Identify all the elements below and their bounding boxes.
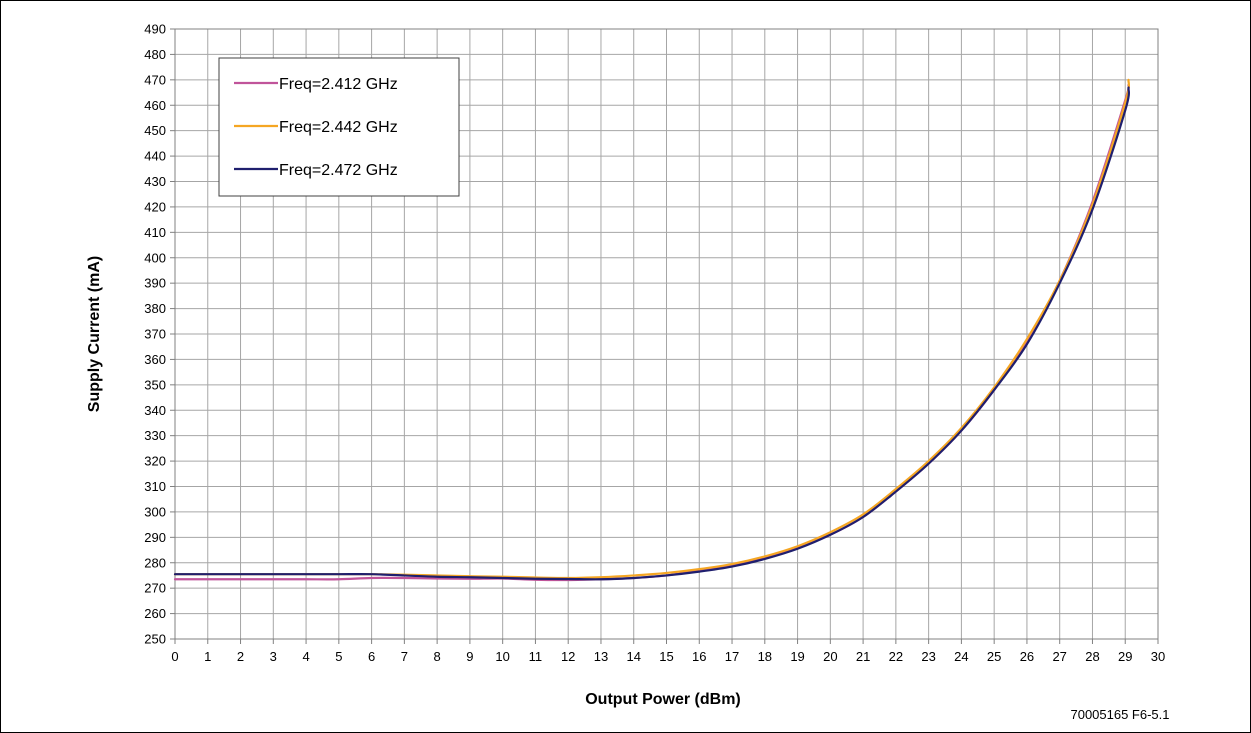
x-tick-label: 20: [823, 649, 837, 664]
y-tick-label: 410: [144, 225, 166, 240]
x-tick-label: 14: [626, 649, 640, 664]
y-tick-label: 280: [144, 555, 166, 570]
x-tick-label: 12: [561, 649, 575, 664]
y-tick-label: 400: [144, 250, 166, 265]
y-tick-label: 270: [144, 581, 166, 596]
x-tick-label: 23: [921, 649, 935, 664]
y-tick-label: 370: [144, 327, 166, 342]
y-tick-label: 430: [144, 174, 166, 189]
y-tick-label: 340: [144, 403, 166, 418]
x-tick-label: 25: [987, 649, 1001, 664]
y-tick-label: 480: [144, 47, 166, 62]
legend-label: Freq=2.442 GHz: [279, 119, 398, 136]
x-tick-label: 0: [171, 649, 178, 664]
y-tick-label: 260: [144, 606, 166, 621]
series-line-3: [173, 86, 1131, 581]
x-tick-label: 7: [401, 649, 408, 664]
legend: Freq=2.412 GHz Freq=2.442 GHz Freq=2.472 G…: [218, 57, 460, 197]
series-lines: [173, 78, 1131, 582]
x-tick-label: 24: [954, 649, 968, 664]
y-tick-label: 300: [144, 504, 166, 519]
y-tick-labels: 250 260 270 280 290 300 310 320 330 340 350 360 370 3…: [144, 22, 166, 647]
x-tick-label: 5: [335, 649, 342, 664]
y-tick-label: 390: [144, 276, 166, 291]
x-tick-label: 8: [434, 649, 441, 664]
y-tick-label: 350: [144, 377, 166, 392]
x-tick-label: 28: [1085, 649, 1099, 664]
x-tick-label: 22: [889, 649, 903, 664]
x-tick-label: 30: [1151, 649, 1165, 664]
legend-label: Freq=2.412 GHz: [279, 76, 398, 93]
x-tick-labels: 0 1 2 3 4 5 6 7 8 9 10 11 12 13 14 15 16 17 18 19 20 21 22 23 24…: [171, 649, 1165, 664]
x-tick-label: 29: [1118, 649, 1132, 664]
y-tick-label: 450: [144, 123, 166, 138]
x-tick-label: 19: [790, 649, 804, 664]
x-tick-label: 15: [659, 649, 673, 664]
x-axis-title: Output Power (dBm): [585, 691, 741, 708]
x-tick-label: 27: [1052, 649, 1066, 664]
y-tick-label: 440: [144, 149, 166, 164]
y-tick-label: 360: [144, 352, 166, 367]
y-tick-label: 490: [144, 22, 166, 37]
x-tick-label: 10: [495, 649, 509, 664]
x-tick-label: 2: [237, 649, 244, 664]
y-axis-title: Supply Current (mA): [86, 256, 103, 412]
x-tick-label: 6: [368, 649, 375, 664]
y-tick-label: 310: [144, 479, 166, 494]
figure-id-label: 70005165 F6-5.1: [1070, 707, 1169, 722]
y-tick-label: 380: [144, 301, 166, 316]
x-tick-label: 18: [758, 649, 772, 664]
y-tick-label: 320: [144, 454, 166, 469]
y-tick-label: 470: [144, 72, 166, 87]
x-tick-label: 21: [856, 649, 870, 664]
y-tick-label: 330: [144, 428, 166, 443]
x-tick-label: 26: [1020, 649, 1034, 664]
legend-items: Freq=2.412 GHz Freq=2.442 GHz Freq=2.472 G…: [234, 76, 398, 179]
x-tick-label: 17: [725, 649, 739, 664]
y-tick-label: 460: [144, 98, 166, 113]
legend-label: Freq=2.472 GHz: [279, 162, 398, 179]
y-tick-label: 420: [144, 199, 166, 214]
x-tick-label: 9: [466, 649, 473, 664]
x-tick-label: 1: [204, 649, 211, 664]
plot-frame: [170, 28, 1159, 644]
x-tick-label: 4: [302, 649, 309, 664]
x-tick-label: 11: [529, 649, 543, 664]
y-tick-label: 290: [144, 530, 166, 545]
y-tick-label: 250: [144, 632, 166, 647]
x-tick-label: 3: [270, 649, 277, 664]
x-tick-label: 13: [594, 649, 608, 664]
x-tick-label: 16: [692, 649, 706, 664]
